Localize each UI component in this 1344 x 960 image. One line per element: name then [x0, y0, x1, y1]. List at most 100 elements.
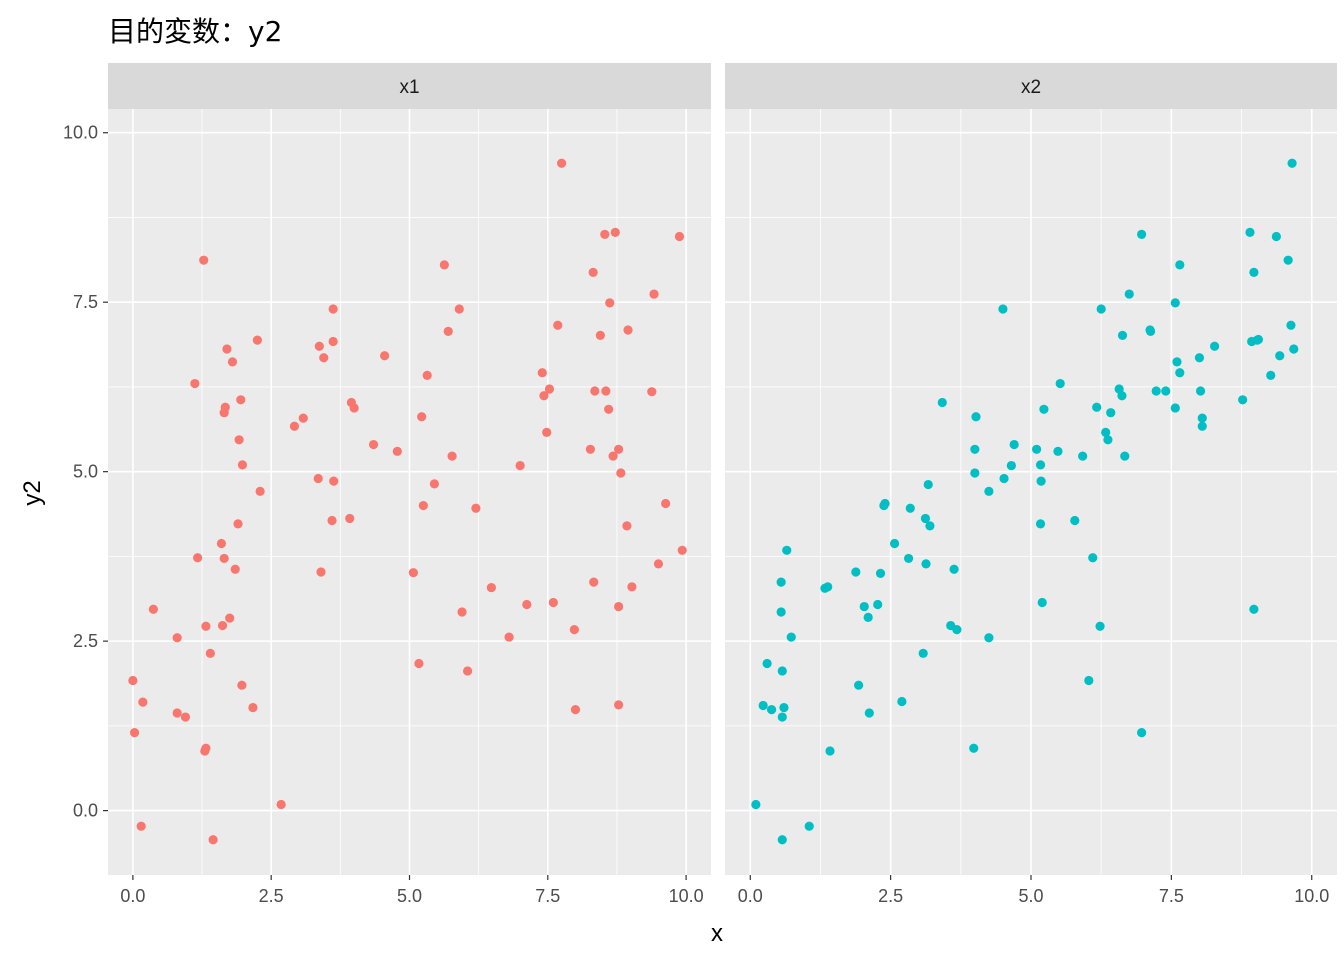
data-point-x1 — [193, 553, 203, 563]
x-tick-label: 10.0 — [669, 886, 704, 906]
data-point-x1 — [237, 460, 248, 470]
data-point-x2 — [998, 304, 1008, 314]
data-point-x2 — [918, 648, 928, 658]
data-point-x2 — [1289, 344, 1299, 354]
data-point-x1 — [172, 633, 182, 643]
data-point-x1 — [298, 413, 308, 423]
data-point-x1 — [614, 700, 624, 710]
data-point-x1 — [289, 421, 300, 431]
data-point-x1 — [623, 325, 633, 335]
x-tick-label: 7.5 — [535, 886, 560, 906]
data-point-x2 — [1249, 267, 1259, 277]
y-tick-label: 7.5 — [73, 292, 98, 312]
data-point-x2 — [1245, 227, 1255, 237]
data-point-x1 — [349, 403, 359, 413]
data-point-x2 — [1170, 403, 1180, 413]
data-point-x1 — [225, 613, 235, 623]
data-point-x1 — [417, 412, 427, 422]
data-point-x1 — [227, 357, 238, 367]
data-point-x2 — [971, 412, 981, 422]
data-point-x2 — [1175, 260, 1185, 270]
data-point-x1 — [129, 728, 140, 738]
x-tick-label: 10.0 — [1294, 886, 1329, 906]
data-point-x2 — [1197, 413, 1207, 423]
panel-x1: x1 0.0 2.5 5.0 7.5 10.0 0.0 2.5 5.0 7.5 10.0 — [63, 63, 711, 906]
data-point-x1 — [205, 648, 215, 658]
data-point-x2 — [1053, 446, 1063, 456]
data-point-x1 — [522, 599, 532, 610]
data-point-x2 — [1117, 391, 1127, 401]
data-point-x2 — [1172, 357, 1182, 367]
data-point-x2 — [851, 567, 861, 577]
data-point-x2 — [1120, 451, 1130, 461]
data-point-x2 — [1035, 460, 1046, 470]
data-point-x2 — [873, 599, 883, 610]
data-point-x1 — [201, 621, 211, 631]
data-point-x1 — [219, 553, 229, 564]
data-point-x2 — [786, 632, 796, 642]
data-point-x2 — [1271, 231, 1281, 242]
x-tick-label: 0.0 — [120, 886, 145, 906]
data-point-x2 — [1117, 330, 1128, 341]
data-point-x2 — [1137, 728, 1147, 738]
data-point-x2 — [859, 601, 869, 612]
data-point-x1 — [429, 479, 439, 489]
data-point-x1 — [236, 395, 246, 405]
data-point-x1 — [329, 476, 339, 486]
data-point-x1 — [313, 473, 323, 484]
data-point-x1 — [544, 384, 555, 394]
data-point-x1 — [380, 351, 390, 361]
data-point-x1 — [237, 680, 247, 690]
data-point-x2 — [1161, 386, 1171, 396]
data-point-x1 — [471, 503, 481, 513]
data-point-x1 — [443, 326, 453, 336]
data-point-x2 — [1088, 553, 1098, 563]
data-point-x2 — [897, 696, 907, 707]
data-point-x1 — [217, 620, 228, 631]
data-point-x1 — [601, 386, 611, 396]
data-point-x2 — [905, 503, 915, 513]
data-point-x1 — [661, 498, 671, 509]
y-tick-label: 5.0 — [73, 462, 98, 482]
data-point-x2 — [777, 835, 787, 845]
data-point-x1 — [504, 632, 514, 642]
data-point-x2 — [904, 553, 914, 564]
data-point-x1 — [454, 304, 464, 314]
data-point-x2 — [1009, 439, 1019, 450]
data-point-x2 — [969, 743, 979, 753]
facet-strip-x1 — [108, 63, 711, 109]
data-point-x2 — [767, 704, 777, 715]
x-axis-title: x — [711, 920, 723, 947]
data-point-x1 — [248, 702, 258, 713]
facet-strip-x2 — [725, 63, 1337, 109]
data-point-x1 — [569, 625, 579, 635]
data-point-x1 — [180, 712, 191, 722]
data-point-x1 — [319, 353, 329, 363]
data-point-x2 — [1055, 378, 1065, 389]
data-point-x1 — [614, 444, 624, 454]
data-point-x2 — [889, 538, 900, 549]
data-point-x2 — [782, 545, 792, 555]
data-point-x1 — [136, 821, 146, 831]
data-point-x1 — [585, 444, 596, 454]
chart-title: 目的変数：y2 — [108, 15, 282, 48]
data-point-x1 — [486, 582, 496, 593]
data-point-x2 — [1036, 476, 1046, 486]
data-point-x1 — [230, 564, 240, 574]
data-point-x2 — [1170, 298, 1180, 308]
panel-x2: x2 0.0 2.5 5.0 7.5 10.0 — [725, 63, 1337, 906]
data-point-x2 — [779, 702, 789, 713]
data-point-x2 — [949, 564, 959, 574]
data-point-x2 — [776, 577, 786, 587]
data-point-x2 — [984, 633, 994, 643]
data-point-x1 — [610, 227, 620, 237]
data-point-x2 — [1096, 304, 1106, 314]
data-point-x2 — [1037, 597, 1047, 608]
x-tick-label: 5.0 — [1018, 886, 1043, 906]
data-point-x2 — [804, 821, 814, 831]
data-point-x2 — [1095, 621, 1105, 631]
data-point-x1 — [542, 427, 552, 437]
data-point-x2 — [776, 607, 786, 617]
data-point-x1 — [368, 439, 379, 450]
data-point-x1 — [614, 601, 624, 612]
